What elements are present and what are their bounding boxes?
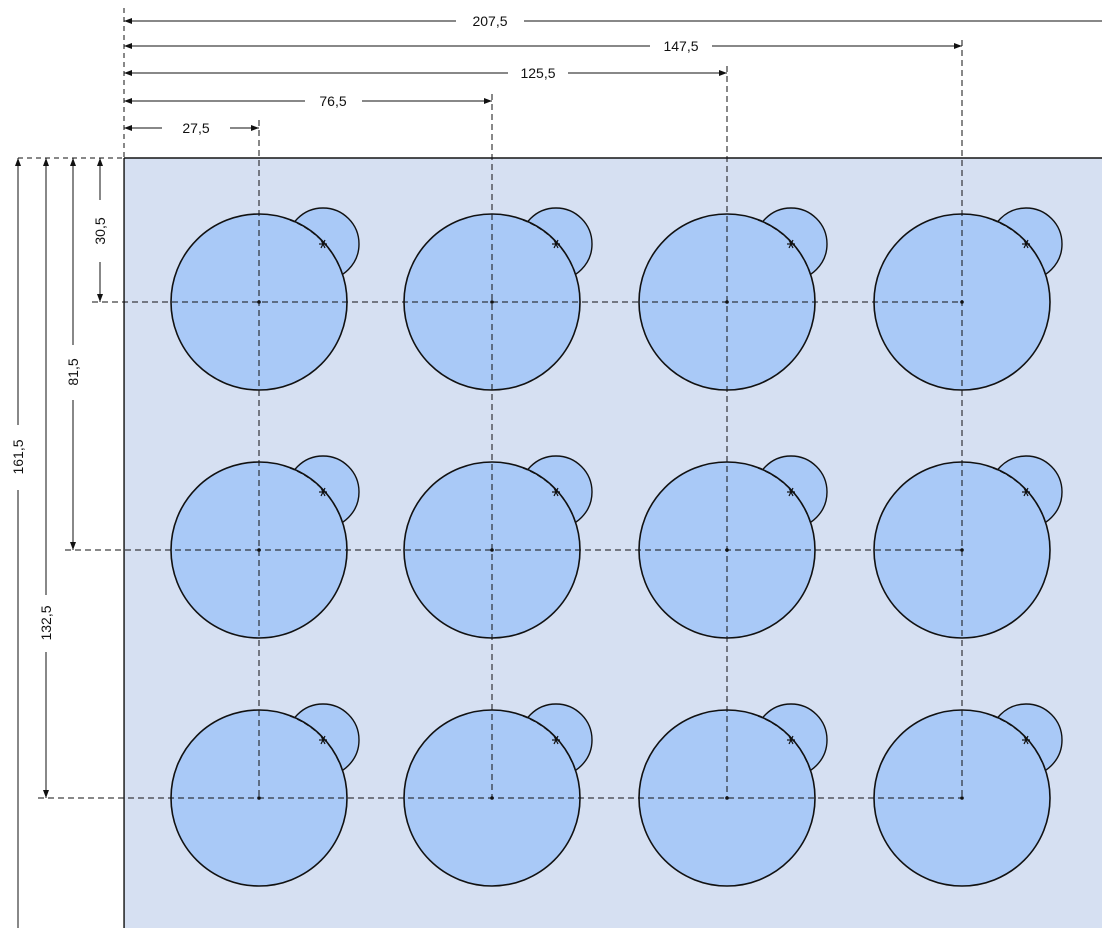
dimension-147-5: 147,5 — [124, 38, 962, 54]
dimension-label: 76,5 — [319, 93, 346, 109]
hidden-arc — [992, 715, 1047, 773]
dimension-125-5: 125,5 — [124, 65, 727, 81]
hidden-arc — [522, 467, 577, 525]
dimension-label: 81,5 — [65, 358, 81, 385]
asterisk-mark — [1022, 487, 1030, 497]
asterisk-mark — [1022, 735, 1030, 745]
dimension-161-5: 161,5 — [10, 158, 26, 928]
dimension-label: 27,5 — [182, 120, 209, 136]
hidden-arc — [757, 715, 812, 773]
asterisk-mark — [552, 239, 560, 249]
center-lines — [38, 40, 963, 799]
dimension-label: 30,5 — [92, 217, 108, 244]
hidden-arc — [289, 219, 344, 277]
dimension-27-5: 27,5 — [124, 120, 259, 136]
asterisk-mark — [552, 487, 560, 497]
hidden-arc — [757, 219, 812, 277]
dimension-label: 161,5 — [10, 439, 26, 474]
hidden-arc — [992, 467, 1047, 525]
asterisk-mark — [787, 487, 795, 497]
hidden-arc — [992, 219, 1047, 277]
asterisk-mark — [787, 735, 795, 745]
asterisk-mark — [787, 239, 795, 249]
dimension-30-5: 30,5 — [92, 158, 108, 302]
dimension-label: 125,5 — [520, 65, 555, 81]
hidden-arc — [757, 467, 812, 525]
dimension-label: 147,5 — [663, 38, 698, 54]
hidden-arc — [522, 715, 577, 773]
asterisk-mark — [319, 239, 327, 249]
hidden-arc — [289, 467, 344, 525]
asterisk-mark — [552, 735, 560, 745]
dimension-label: 207,5 — [472, 13, 507, 29]
dimension-207-5: 207,5 — [124, 13, 1102, 29]
hidden-arc — [522, 219, 577, 277]
asterisk-mark — [1022, 239, 1030, 249]
dimension-76-5: 76,5 — [124, 93, 492, 109]
dimension-label: 132,5 — [38, 605, 54, 640]
asterisk-mark — [319, 735, 327, 745]
dimension-81-5: 81,5 — [65, 158, 81, 550]
hidden-arc — [289, 715, 344, 773]
dimension-132-5: 132,5 — [38, 158, 54, 798]
asterisk-mark — [319, 487, 327, 497]
